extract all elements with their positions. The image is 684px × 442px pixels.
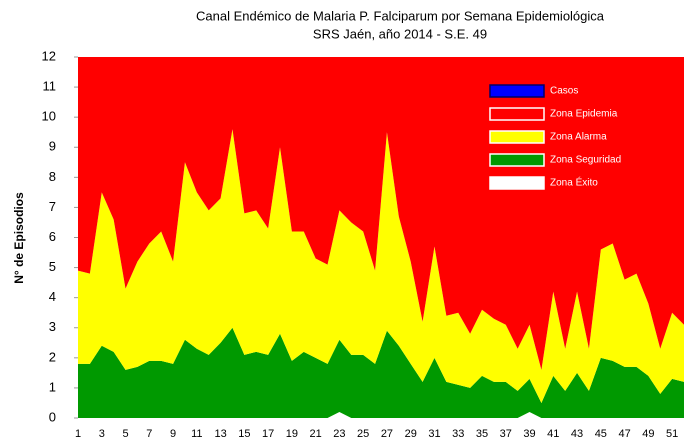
legend-label: Casos bbox=[550, 86, 578, 97]
x-tick-label: 25 bbox=[357, 428, 369, 440]
y-tick-label: 7 bbox=[49, 199, 56, 214]
y-tick-label: 9 bbox=[49, 139, 56, 154]
x-tick-label: 49 bbox=[642, 428, 654, 440]
y-tick-label: 4 bbox=[49, 289, 56, 304]
x-tick-label: 29 bbox=[405, 428, 417, 440]
legend: Casos Zona Epidemia Zona Alarma Zona Seguri… bbox=[489, 84, 621, 190]
y-axis-label: N° de Episodios bbox=[12, 192, 26, 284]
x-tick-label: 45 bbox=[595, 428, 607, 440]
x-tick-label: 27 bbox=[381, 428, 393, 440]
legend-swatch bbox=[489, 107, 545, 121]
x-tick-label: 31 bbox=[428, 428, 440, 440]
legend-label: Zona Seguridad bbox=[550, 155, 621, 166]
y-tick-label: 1 bbox=[49, 379, 56, 394]
y-tick-label: 8 bbox=[49, 169, 56, 184]
area bbox=[78, 327, 684, 418]
legend-swatch bbox=[489, 130, 545, 144]
y-tick-label: 6 bbox=[49, 229, 56, 244]
x-tick-label: 1 bbox=[75, 428, 81, 440]
legend-label: Zona Alarma bbox=[550, 132, 607, 143]
x-tick-label: 15 bbox=[238, 428, 250, 440]
x-tick-label: 39 bbox=[523, 428, 535, 440]
x-tick-label: 17 bbox=[262, 428, 274, 440]
chart-title: Canal Endémico de Malaria P. Falciparum … bbox=[196, 8, 605, 23]
legend-label: Zona Epidemia bbox=[550, 109, 618, 120]
y-tick-label: 11 bbox=[43, 79, 57, 94]
area bbox=[78, 411, 684, 418]
x-tick-label: 21 bbox=[310, 428, 322, 440]
y-tick-label: 10 bbox=[42, 109, 56, 124]
legend-swatch bbox=[489, 176, 545, 190]
x-tick-label: 47 bbox=[618, 428, 630, 440]
legend-label: Zona Éxito bbox=[550, 176, 598, 189]
x-tick-label: 41 bbox=[547, 428, 559, 440]
x-tick-label: 3 bbox=[99, 428, 105, 440]
x-tick-label: 35 bbox=[476, 428, 488, 440]
y-tick-label: 5 bbox=[49, 259, 56, 274]
chart-subtitle: SRS Jaén, año 2014 - S.E. 49 bbox=[313, 26, 487, 41]
x-tick-label: 51 bbox=[666, 428, 678, 440]
x-tick-label: 23 bbox=[333, 428, 345, 440]
x-tick-label: 37 bbox=[500, 428, 512, 440]
y-tick-label: 2 bbox=[49, 349, 56, 364]
area bbox=[78, 129, 684, 403]
y-tick-label: 0 bbox=[49, 409, 56, 424]
legend-swatch bbox=[489, 84, 545, 98]
x-tick-label: 5 bbox=[122, 428, 128, 440]
x-tick-label: 43 bbox=[571, 428, 583, 440]
x-tick-label: 13 bbox=[214, 428, 226, 440]
x-tick-label: 11 bbox=[191, 428, 202, 440]
x-tick-label: 7 bbox=[146, 428, 152, 440]
legend-swatch bbox=[489, 153, 545, 167]
x-tick-label: 33 bbox=[452, 428, 464, 440]
x-tick-label: 19 bbox=[286, 428, 298, 440]
y-tick-label: 3 bbox=[49, 319, 56, 334]
y-tick-label: 12 bbox=[42, 48, 56, 63]
x-tick-label: 9 bbox=[170, 428, 176, 440]
